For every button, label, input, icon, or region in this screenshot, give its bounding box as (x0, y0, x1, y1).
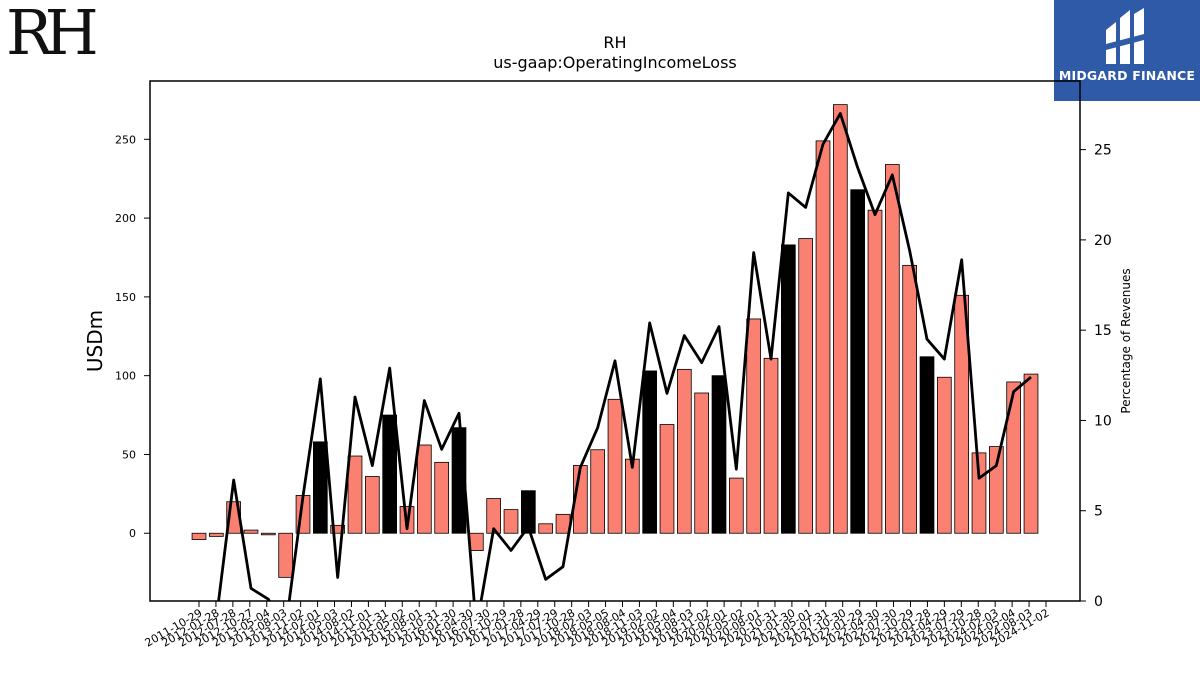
bar (815, 140, 831, 534)
bar (763, 357, 779, 534)
bar (798, 238, 813, 534)
bar (850, 189, 865, 534)
bar (971, 452, 987, 534)
bar (1023, 373, 1039, 534)
bar (642, 370, 657, 534)
bar (191, 532, 207, 540)
bar (382, 414, 398, 534)
bar (347, 455, 363, 534)
series-group (191, 104, 1039, 601)
y2-tick-label: 15 (1094, 323, 1112, 339)
bar (503, 509, 519, 534)
y-axis-label: USDm (83, 310, 107, 372)
bar (954, 294, 969, 534)
bar (1006, 381, 1021, 534)
bar (625, 458, 640, 534)
plot-frame (149, 80, 1081, 602)
bar (885, 164, 900, 534)
bar (434, 461, 450, 534)
bar (208, 532, 224, 537)
y2-tick-label: 25 (1094, 143, 1112, 159)
bar (416, 444, 432, 534)
bar (677, 368, 692, 534)
midgard-logo-text: MIDGARD FINANCE (1058, 68, 1196, 83)
y-tick-label: 150 (115, 291, 136, 304)
bar (243, 529, 259, 534)
bar (746, 318, 761, 534)
bar (364, 476, 380, 534)
midgard-finance-logo: MIDGARD FINANCE (1054, 0, 1200, 101)
series-line (217, 112, 1032, 601)
chart-title: RH (603, 33, 626, 52)
bar (781, 244, 796, 534)
y2-tick-label: 5 (1094, 504, 1103, 520)
rh-logo: RH (6, 0, 102, 72)
bar (260, 532, 276, 536)
bar (607, 398, 623, 534)
bar (659, 424, 675, 534)
bar (867, 209, 883, 534)
chart-subtitle: us-gaap:OperatingIncomeLoss (493, 53, 737, 72)
y2-tick-label: 20 (1094, 233, 1112, 249)
bar (330, 524, 346, 534)
bar (555, 513, 571, 534)
bar (902, 264, 917, 534)
bar (521, 490, 536, 534)
y2-axis-label: Percentage of Revenues (1119, 268, 1133, 413)
bar (711, 375, 727, 534)
bar (468, 532, 484, 551)
y-tick-label: 100 (115, 370, 136, 383)
rh-logo-text: RH (6, 0, 99, 69)
bar (312, 441, 328, 534)
bar (538, 523, 553, 534)
plot-area: 05010015020025005101520252011-10-292012-… (115, 104, 1112, 650)
y-tick-label: 50 (122, 448, 136, 461)
bar (694, 392, 709, 534)
bar (833, 104, 848, 534)
bar (919, 356, 935, 534)
bar (937, 376, 952, 534)
y-tick-label: 250 (115, 133, 136, 146)
y-tick-label: 0 (129, 527, 136, 540)
bar (278, 532, 294, 578)
y2-tick-label: 0 (1094, 594, 1103, 610)
y-tick-label: 200 (115, 212, 136, 225)
y2-tick-label: 10 (1094, 413, 1112, 429)
bar (729, 477, 744, 534)
midgard-emblem-icon (1106, 8, 1144, 64)
bar (590, 449, 605, 534)
